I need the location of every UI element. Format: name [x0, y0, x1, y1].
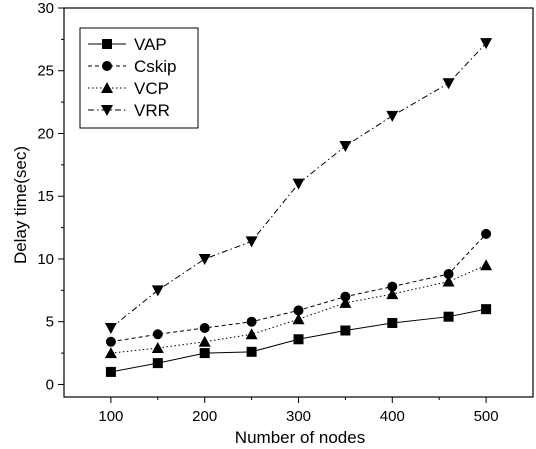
series-vcp: [104, 259, 493, 359]
point-vrr-460: [442, 78, 455, 90]
point-vap-250: [246, 346, 257, 357]
series-vrr: [104, 38, 493, 334]
point-vrr-200: [198, 253, 211, 265]
point-vap-100: [105, 366, 116, 377]
point-vap-460: [443, 311, 454, 322]
point-cskip-460: [443, 269, 454, 280]
point-vrr-150: [151, 285, 164, 297]
legend-marker-vrr: [101, 105, 113, 116]
point-vap-400: [387, 317, 398, 328]
point-vap-350: [340, 325, 351, 336]
legend-label-cskip: Cskip: [134, 57, 177, 76]
y-tick-label-5: 5: [46, 314, 54, 331]
x-tick-label-100: 100: [98, 408, 123, 425]
point-vcp-250: [245, 328, 258, 340]
series-vap: [105, 304, 492, 377]
legend-box: [79, 27, 199, 129]
point-cskip-250: [246, 316, 257, 327]
point-vcp-500: [480, 259, 493, 271]
legend: VAP Cskip VCP VRR: [79, 27, 199, 129]
series-layer: [104, 38, 493, 377]
y-tick-label-15: 15: [37, 188, 54, 205]
y-tick-label-0: 0: [46, 376, 54, 393]
x-axis-title: Number of nodes: [235, 428, 365, 447]
legend-label-vrr: VRR: [134, 101, 170, 120]
legend-marker-vcp: [101, 82, 113, 93]
point-vcp-350: [339, 296, 352, 308]
axes: 100 200 300 400 500 0 5 10 15 20 25 30: [37, 0, 534, 425]
point-vap-200: [199, 348, 210, 359]
y-tick-label-20: 20: [37, 125, 54, 142]
point-cskip-400: [387, 281, 398, 292]
point-vcp-150: [151, 342, 164, 354]
point-vcp-400: [386, 288, 399, 300]
series-cskip: [105, 228, 492, 347]
x-tick-label-400: 400: [380, 408, 405, 425]
point-vrr-100: [104, 322, 117, 334]
point-vcp-460: [442, 275, 455, 287]
point-cskip-300: [293, 305, 304, 316]
legend-marker-vap: [102, 39, 112, 49]
point-vrr-250: [245, 236, 258, 248]
x-tick-label-300: 300: [286, 408, 311, 425]
point-vrr-300: [292, 178, 305, 190]
point-vcp-100: [104, 347, 117, 359]
point-cskip-500: [481, 228, 492, 239]
y-tick-label-10: 10: [37, 251, 54, 268]
y-tick-label-25: 25: [37, 63, 54, 80]
y-tick-label-30: 30: [37, 0, 54, 17]
point-cskip-100: [105, 336, 116, 347]
point-cskip-350: [340, 291, 351, 302]
point-vrr-400: [386, 110, 399, 122]
x-tick-label-200: 200: [192, 408, 217, 425]
point-cskip-150: [152, 329, 163, 340]
series-line-cskip: [110, 233, 487, 343]
legend-label-vap: VAP: [134, 35, 167, 54]
legend-label-vcp: VCP: [134, 79, 169, 98]
point-vcp-300: [292, 313, 305, 325]
legend-marker-cskip: [102, 61, 112, 71]
point-cskip-200: [199, 322, 210, 333]
point-vap-500: [481, 304, 492, 315]
point-vap-300: [293, 334, 304, 345]
point-vap-150: [152, 358, 163, 369]
point-vcp-200: [198, 335, 211, 347]
point-vrr-350: [339, 141, 352, 153]
x-tick-label-500: 500: [474, 408, 499, 425]
point-vrr-500: [480, 38, 493, 50]
y-axis-title: Delay time(sec): [11, 146, 30, 264]
